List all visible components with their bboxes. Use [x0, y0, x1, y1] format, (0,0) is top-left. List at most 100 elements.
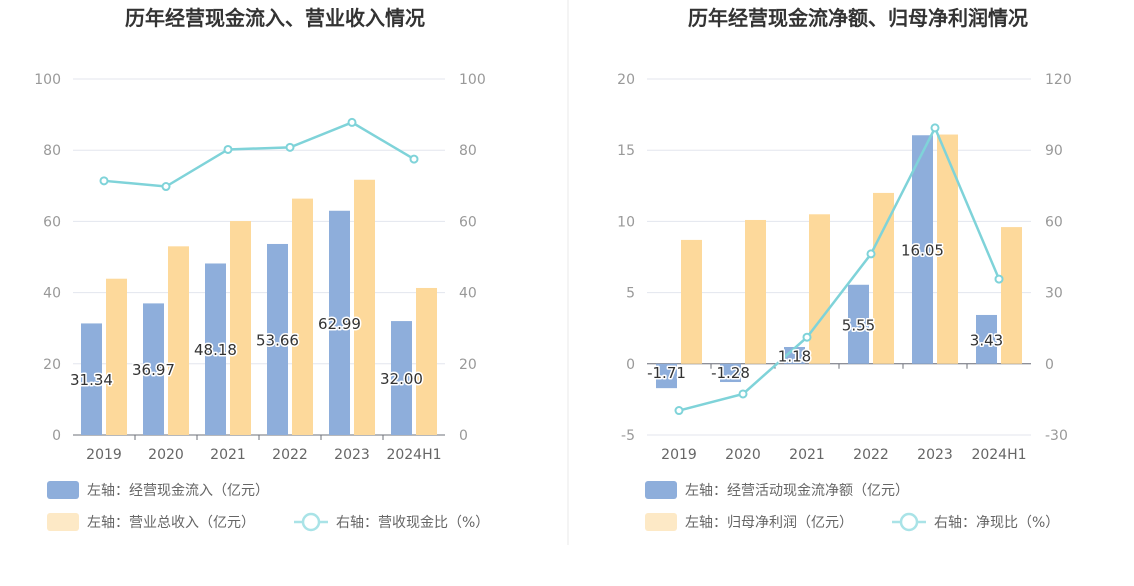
x-axis-label: 2024H1 [386, 447, 441, 463]
legend-item[interactable]: 右轴：营收现金比（%） [294, 512, 489, 532]
ratio-point [994, 274, 1004, 284]
legend-swatch [47, 513, 79, 531]
cashflow-bar [656, 363, 677, 389]
legend-item[interactable]: 右轴：净现比（%） [892, 512, 1059, 532]
right-axis-tick: 80 [459, 143, 477, 159]
legend-label: 右轴：净现比（%） [934, 515, 1059, 531]
ratio-line [103, 121, 415, 188]
right-axis-tick: 90 [1045, 143, 1063, 159]
legend-label: 左轴：营业总收入（亿元） [87, 515, 255, 531]
left-axis-tick: 15 [617, 143, 635, 159]
revenue-bar [681, 239, 702, 364]
legend-marker [899, 512, 919, 532]
bar-data-label: 31.34 [70, 371, 113, 389]
legend-swatch [645, 513, 677, 531]
right-axis-tick: -30 [1045, 428, 1068, 444]
bar-data-label: 48.18 [194, 341, 237, 359]
left-axis-tick: 60 [43, 214, 61, 230]
cashflow-bar [143, 303, 164, 435]
revenue-bar [873, 192, 894, 364]
cashflow-bar [848, 284, 869, 364]
chart-1: 历年经营现金流入、营业收入情况 0 20 40 60 80 100 0 20 40 60 80 100 2… [34, 6, 489, 532]
revenue-bar [106, 278, 127, 435]
right-axis-tick: 60 [459, 214, 477, 230]
ratio-point [930, 123, 940, 133]
legend-item[interactable]: 左轴：经营现金流入（亿元） [47, 481, 269, 499]
legend-label: 左轴：归母净利润（亿元） [685, 514, 853, 531]
ratio-line [678, 124, 1001, 412]
cashflow-bar [391, 321, 412, 435]
ratio-point [674, 406, 684, 416]
ratio-point [409, 154, 419, 164]
x-axis-label: 2020 [148, 447, 184, 463]
cashflow-bar [329, 210, 350, 435]
right-axis-tick: 0 [459, 428, 468, 444]
legend-swatch [645, 481, 677, 499]
revenue-bar [354, 179, 375, 435]
revenue-bar [745, 219, 766, 364]
revenue-bar [809, 214, 830, 364]
bar-data-label: 32.00 [380, 370, 423, 388]
left-axis-tick: 20 [43, 357, 61, 373]
right-axis-tick: 40 [459, 286, 477, 302]
bar-data-label: 1.18 [778, 347, 811, 365]
bar-data-label: 3.43 [970, 331, 1003, 349]
ratio-point [866, 249, 876, 259]
ratio-point [347, 117, 357, 127]
left-axis-tick: 80 [43, 143, 61, 159]
cashflow-bar [720, 363, 741, 383]
left-axis-tick: 0 [626, 357, 635, 373]
cashflow-bar [205, 263, 226, 435]
cashflow-bar [912, 135, 933, 364]
x-axis-label: 2021 [789, 447, 825, 463]
x-axis-label: 2019 [661, 447, 697, 463]
legend-label: 右轴：营收现金比（%） [336, 515, 489, 531]
x-axis-label: 2023 [334, 447, 370, 463]
legend-label: 左轴：经营活动现金流净额（亿元） [685, 483, 909, 499]
cashflow-bar [976, 314, 997, 364]
x-axis-label: 2020 [725, 447, 761, 463]
bar-data-label: 5.55 [842, 316, 875, 334]
legend-marker [301, 512, 321, 532]
right-axis-tick: 30 [1045, 286, 1063, 302]
left-axis-tick: -5 [621, 428, 635, 444]
right-axis-tick: 100 [459, 72, 486, 88]
left-axis-tick: 100 [34, 72, 61, 88]
x-axis-label: 2022 [853, 447, 889, 463]
left-axis-tick: 10 [617, 214, 635, 230]
cashflow-bar [267, 243, 288, 435]
left-axis-tick: 20 [617, 72, 635, 88]
bar-data-label: -1.71 [647, 364, 686, 382]
chart-2: 历年经营现金流净额、归母净利润情况 -5 0 5 10 15 20 -30 0 30 60 90 120… [617, 6, 1072, 532]
bar-data-label: 62.99 [318, 315, 361, 333]
revenue-bar [937, 134, 958, 364]
x-axis-label: 2024H1 [971, 447, 1026, 463]
revenue-bar [416, 287, 437, 435]
revenue-bar [1001, 227, 1022, 364]
legend-item[interactable]: 左轴：营业总收入（亿元） [47, 513, 255, 531]
x-axis-label: 2022 [272, 447, 308, 463]
legend: 左轴：经营活动现金流净额（亿元） 左轴：归母净利润（亿元） 右轴：净现比（%） [645, 481, 1059, 532]
chart-title: 历年经营现金流入、营业收入情况 [125, 6, 425, 30]
right-axis-tick: 0 [1045, 357, 1054, 373]
x-axis-label: 2023 [917, 447, 953, 463]
right-axis-tick: 20 [459, 357, 477, 373]
ratio-point [802, 332, 812, 342]
left-axis-tick: 40 [43, 286, 61, 302]
legend-item[interactable]: 左轴：经营活动现金流净额（亿元） [645, 481, 909, 499]
ratio-point [99, 176, 109, 186]
ratio-point [285, 142, 295, 152]
legend-label: 左轴：经营现金流入（亿元） [87, 483, 269, 499]
ratio-point [161, 182, 171, 192]
ratio-point [738, 389, 748, 399]
legend-item[interactable]: 左轴：归母净利润（亿元） [645, 513, 853, 531]
cashflow-bar [784, 346, 805, 364]
left-axis-tick: 0 [52, 428, 61, 444]
legend-swatch [47, 481, 79, 499]
revenue-bar [168, 246, 189, 435]
ratio-point [223, 144, 233, 154]
cashflow-bar [81, 323, 102, 435]
bar-data-label: 53.66 [256, 331, 299, 349]
